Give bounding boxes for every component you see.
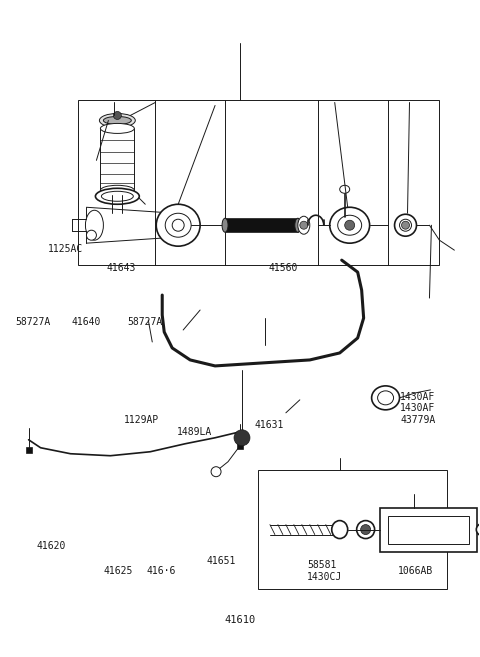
Ellipse shape [340,185,350,193]
Ellipse shape [85,210,103,240]
Ellipse shape [298,216,310,234]
Circle shape [476,524,480,535]
Text: 41620: 41620 [36,541,66,551]
Circle shape [357,520,374,539]
Ellipse shape [99,114,135,127]
Bar [380,508,477,551]
Circle shape [211,466,221,477]
Ellipse shape [399,219,411,231]
Ellipse shape [156,204,200,246]
Text: 41610: 41610 [224,615,256,625]
Ellipse shape [378,391,394,405]
Text: 58727A: 58727A [15,317,50,327]
Text: 1430AF
1430AF
43779A: 1430AF 1430AF 43779A [400,392,435,425]
Ellipse shape [338,215,361,235]
Text: 41643: 41643 [107,263,136,273]
Ellipse shape [222,218,228,232]
Text: 41640: 41640 [72,317,101,327]
Ellipse shape [332,520,348,539]
Text: 41631: 41631 [254,420,284,430]
Ellipse shape [165,214,191,237]
Circle shape [86,230,96,240]
Text: 41651: 41651 [206,556,236,566]
Text: 1129AP: 1129AP [124,415,159,425]
Ellipse shape [372,386,399,410]
Text: 1489LA: 1489LA [177,427,212,437]
Ellipse shape [100,124,134,133]
Text: 1066AB: 1066AB [398,566,433,576]
Ellipse shape [100,185,134,195]
Circle shape [172,219,184,231]
Ellipse shape [330,207,370,243]
Ellipse shape [96,189,139,204]
Bar [78,101,439,265]
Text: 416·6: 416·6 [147,566,176,576]
Ellipse shape [103,116,132,124]
Ellipse shape [101,191,133,201]
Circle shape [402,221,409,229]
Circle shape [234,430,250,445]
Text: 41560: 41560 [269,263,298,273]
Bar [258,470,447,589]
Circle shape [113,112,121,120]
Circle shape [345,220,355,230]
Bar [387,516,469,543]
Circle shape [360,524,371,535]
Ellipse shape [295,218,301,232]
Text: 1125AC: 1125AC [48,244,83,254]
Ellipse shape [395,214,417,237]
Circle shape [300,221,308,229]
Bar [225,218,298,232]
Text: 58727A: 58727A [128,317,163,327]
Text: 58581
1430CJ: 58581 1430CJ [307,560,342,582]
Text: 41625: 41625 [104,566,133,576]
